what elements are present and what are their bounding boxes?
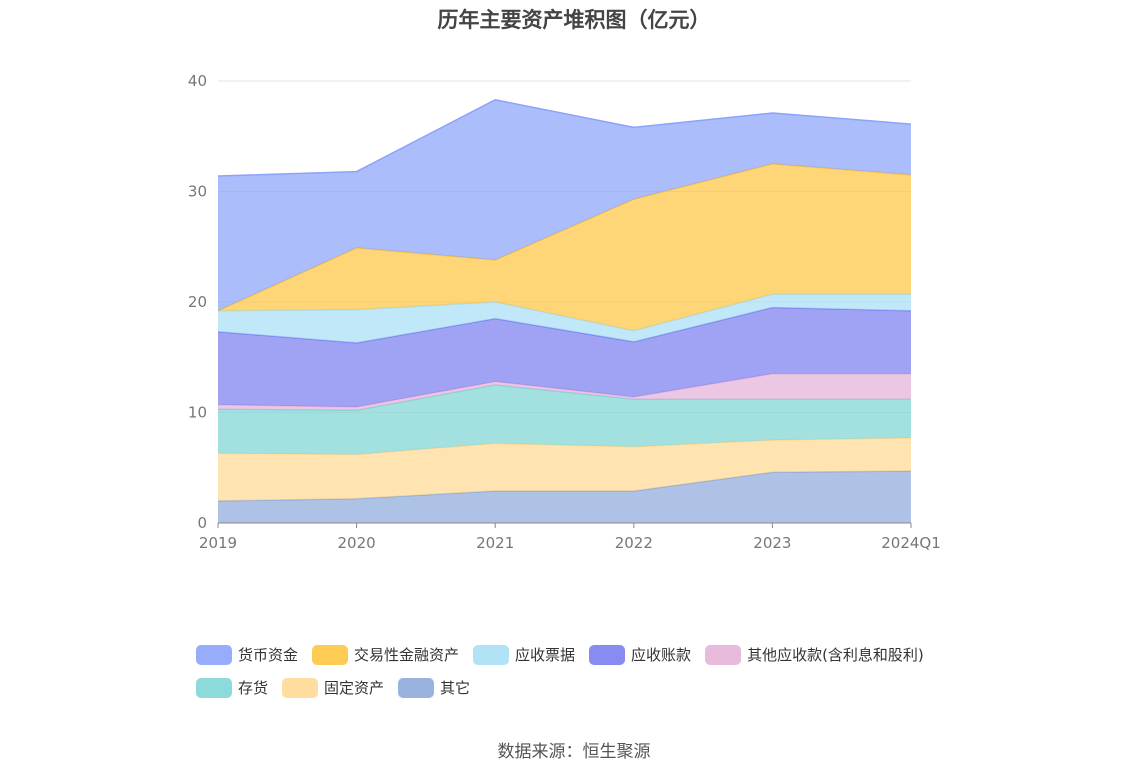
legend-item[interactable]: 其他应收款(含利息和股利)	[705, 644, 924, 665]
legend-item[interactable]: 货币资金	[196, 644, 298, 665]
y-tick-label: 40	[188, 72, 207, 90]
x-tick-label: 2021	[476, 534, 514, 552]
legend-label: 固定资产	[324, 679, 385, 697]
area-series-6	[218, 163, 911, 331]
legend-label: 应收票据	[515, 646, 576, 664]
y-tick-label: 10	[188, 404, 207, 422]
legend-item[interactable]: 交易性金融资产	[312, 644, 459, 665]
legend-label: 存货	[238, 679, 269, 697]
legend: 货币资金 交易性金融资产 应收票据 应收账款 其他应收款(含利息和股利) 存货 固定资产 其它	[196, 638, 996, 704]
x-tick-label: 2020	[338, 534, 376, 552]
legend-item[interactable]: 应收票据	[473, 644, 575, 665]
x-tick-label: 2024Q1	[881, 534, 941, 552]
x-tick-label: 2022	[615, 534, 653, 552]
legend-swatch	[196, 644, 232, 665]
legend-swatch	[705, 644, 742, 665]
legend-label: 其他应收款(含利息和股利)	[747, 646, 924, 664]
legend-swatch	[312, 644, 349, 665]
data-source: 数据来源：恒生聚源	[497, 742, 651, 762]
x-tick-label: 2023	[753, 534, 791, 552]
legend-swatch	[589, 644, 626, 665]
legend-row: 存货 固定资产 其它	[196, 671, 996, 704]
area-series-5	[218, 294, 911, 343]
legend-row: 货币资金 交易性金融资产 应收票据 应收账款 其他应收款(含利息和股利)	[196, 638, 996, 671]
legend-label: 应收账款	[631, 646, 692, 664]
area-series-line-6	[217, 163, 912, 312]
x-tick-label: 2019	[199, 534, 237, 552]
legend-item[interactable]: 固定资产	[282, 677, 384, 698]
y-tick-label: 0	[197, 514, 207, 532]
area-series-0	[218, 471, 911, 523]
legend-swatch	[282, 677, 319, 698]
y-tick-label: 20	[188, 293, 207, 311]
legend-label: 交易性金融资产	[354, 646, 460, 664]
legend-label: 货币资金	[238, 646, 299, 664]
area-series	[217, 99, 912, 523]
axes: 0 10 20 30 40 2019 2020 2021 2022 2023 2024Q1	[188, 72, 941, 552]
legend-item[interactable]: 存货	[196, 677, 268, 698]
area-series-line-7	[217, 99, 912, 177]
y-tick-label: 30	[188, 183, 207, 201]
legend-item[interactable]: 应收账款	[589, 644, 691, 665]
legend-swatch	[398, 677, 435, 698]
area-series-1	[218, 437, 911, 501]
legend-label: 其它	[440, 679, 471, 697]
area-series-4	[218, 307, 911, 407]
area-series-2	[218, 384, 911, 455]
legend-swatch	[196, 677, 232, 698]
legend-item[interactable]: 其它	[398, 677, 470, 698]
legend-swatch	[473, 644, 510, 665]
chart-title: 历年主要资产堆积图（亿元）	[437, 8, 711, 32]
area-series-7	[218, 99, 911, 311]
